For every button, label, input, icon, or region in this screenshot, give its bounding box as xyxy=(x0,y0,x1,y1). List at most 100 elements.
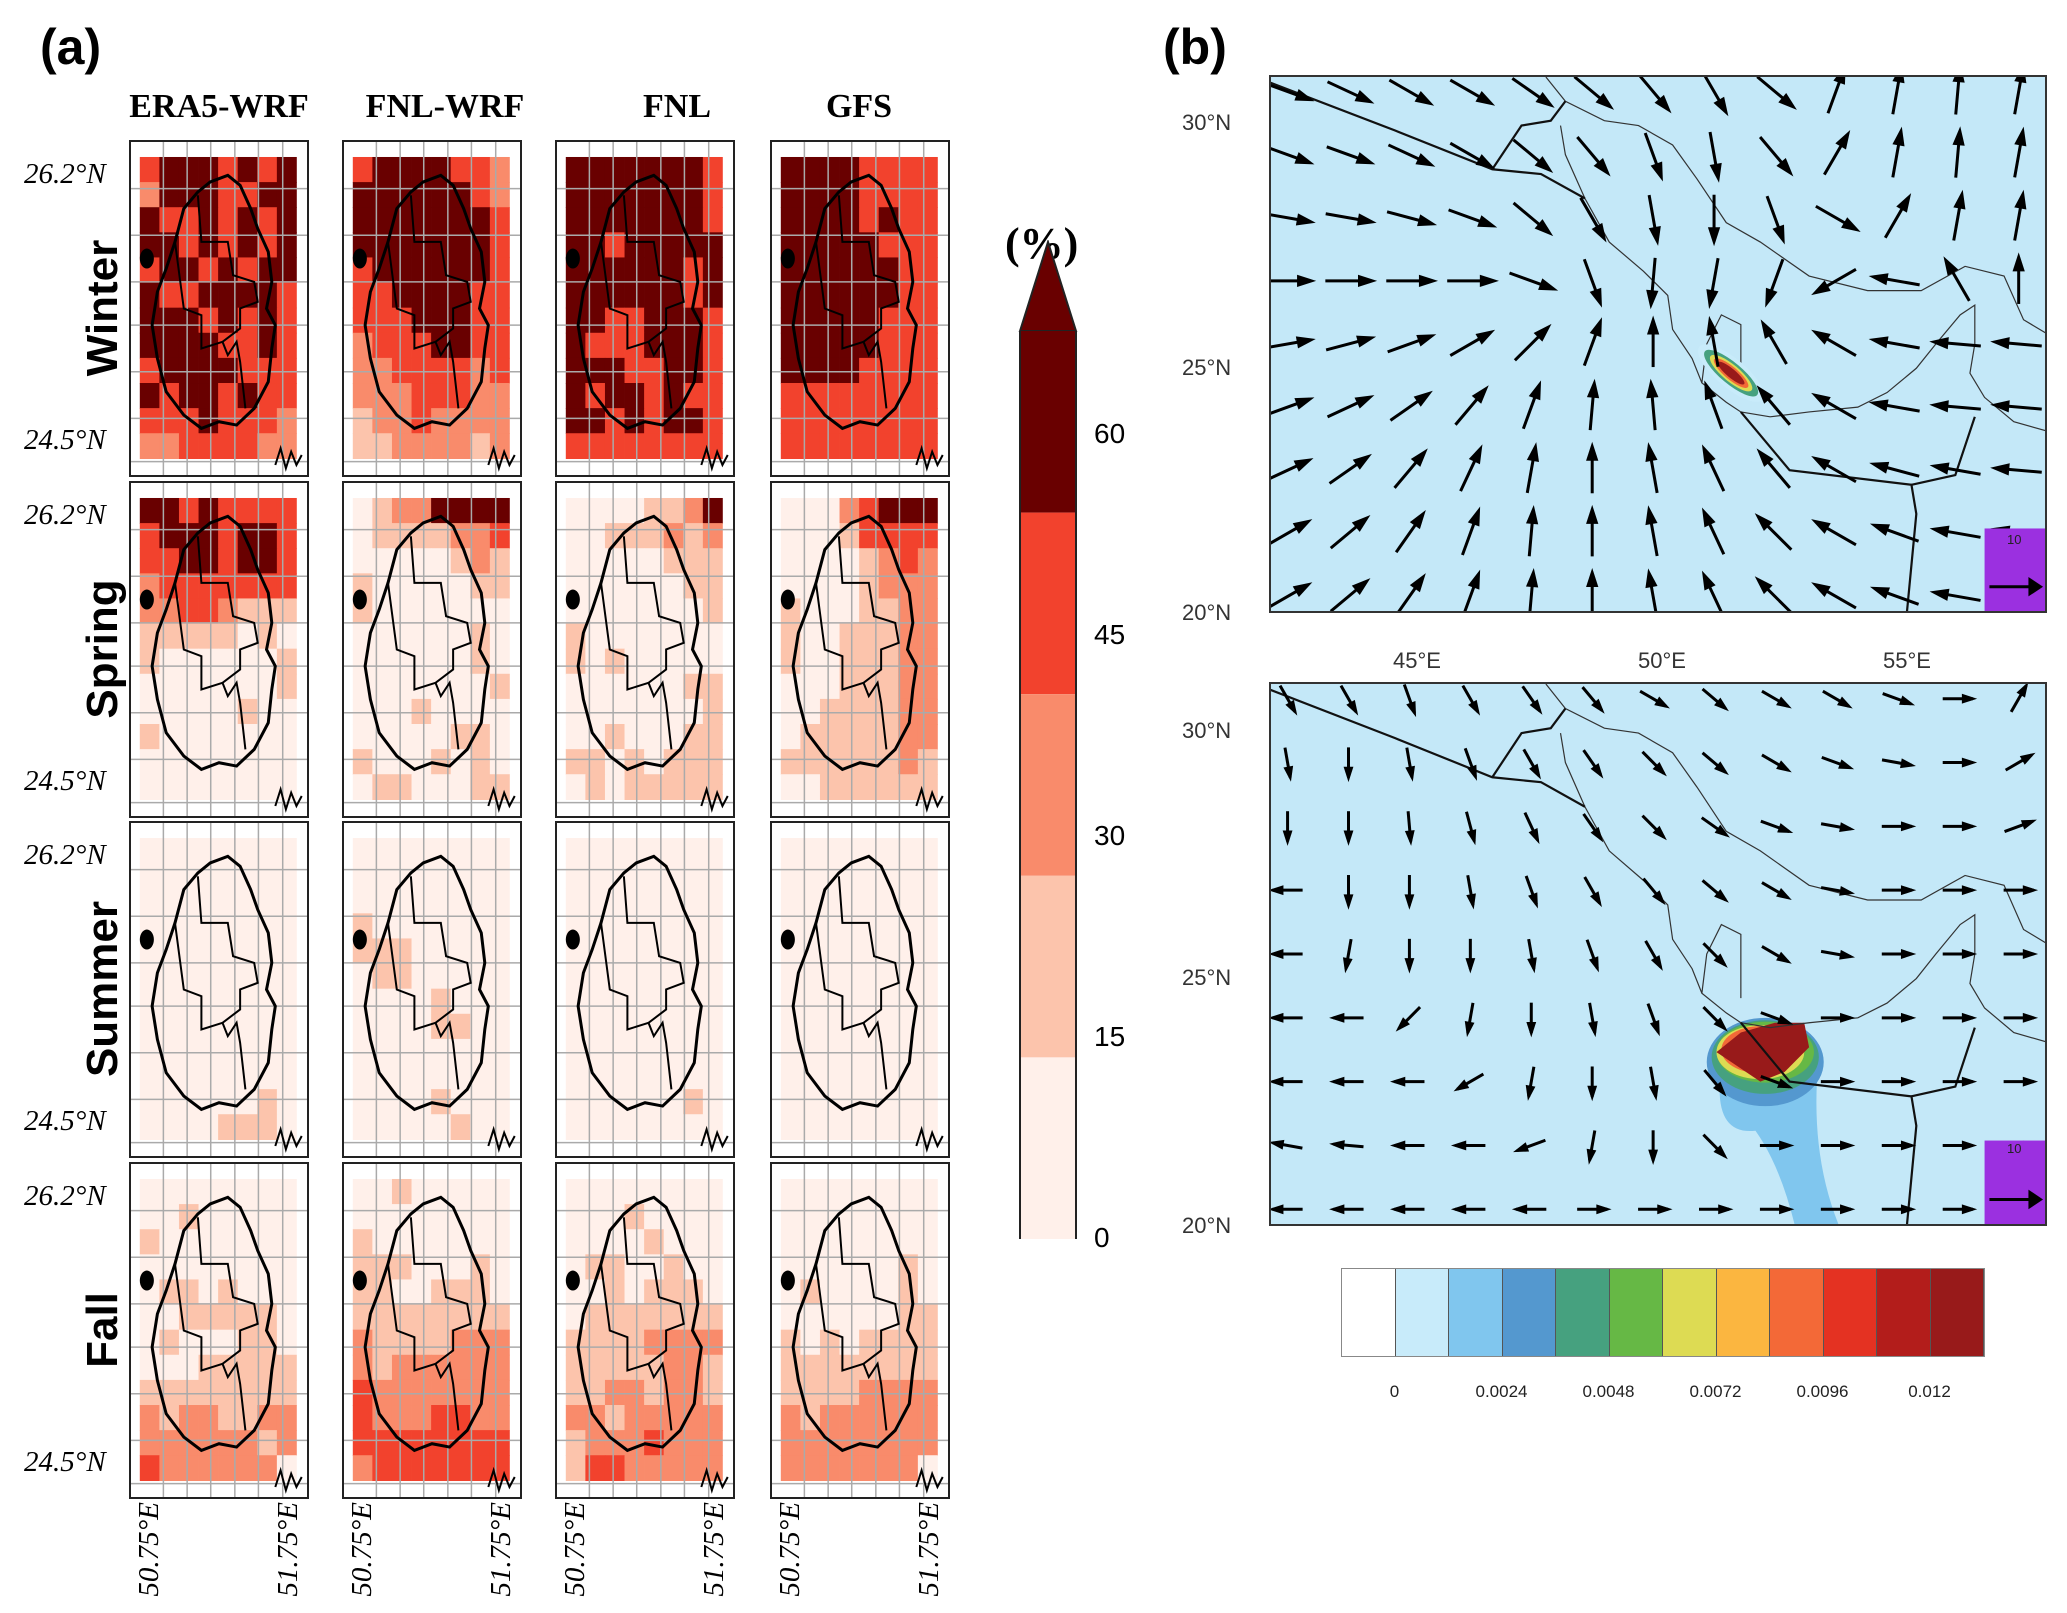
heatmap-cell xyxy=(859,673,880,700)
heatmap-cell xyxy=(839,963,860,990)
qatar-coastline xyxy=(365,1197,488,1450)
wind-vector-arrow xyxy=(1943,1013,1978,1023)
colorbar-bin xyxy=(1663,1269,1717,1356)
municipal-border xyxy=(601,1264,649,1371)
heatmap-cell xyxy=(859,888,880,914)
heatmap-cell xyxy=(489,573,510,600)
heatmap-cell xyxy=(859,408,880,434)
wind-vector-arrow xyxy=(1929,400,1981,412)
heatmap-cell xyxy=(411,1430,432,1456)
heatmap-cell xyxy=(489,648,510,675)
heatmap-cell xyxy=(624,307,645,334)
heatmap-cell xyxy=(624,232,645,259)
heatmap-cell xyxy=(276,156,297,183)
colorbar-bin xyxy=(1020,694,1076,876)
heatmap-cell xyxy=(470,698,491,725)
colorbar-overflow-triangle xyxy=(1018,240,1078,332)
wind-vector-arrow xyxy=(1648,1004,1660,1037)
heatmap-cell xyxy=(489,1013,510,1040)
heatmap-cell xyxy=(237,988,258,1015)
heatmap-cell xyxy=(276,433,297,460)
heatmap-cell xyxy=(276,257,297,284)
heatmap-cell xyxy=(218,673,239,700)
heatmap-cell xyxy=(898,988,919,1015)
heatmap-cell xyxy=(352,1089,373,1115)
heatmap-cell xyxy=(391,1354,412,1381)
heatmap-cell xyxy=(878,257,899,284)
heatmap-cell xyxy=(702,698,723,725)
heatmap-cell xyxy=(470,548,491,574)
qatar-coastline xyxy=(793,175,916,428)
heatmap-cell xyxy=(237,1455,258,1482)
heatmap-cell xyxy=(800,1229,821,1255)
heatmap-cell xyxy=(819,673,840,700)
heatmap-cell xyxy=(257,207,278,233)
heatmap-cell xyxy=(663,257,684,284)
heatmap-cell xyxy=(139,1329,160,1356)
colorbar-bin xyxy=(1020,331,1076,513)
heatmap-cell xyxy=(898,1430,919,1456)
heatmap-cell xyxy=(683,623,704,650)
heatmap-cell xyxy=(489,433,510,460)
heatmap-cell xyxy=(391,1013,412,1040)
heatmap-cell xyxy=(585,1204,606,1230)
heatmap-cell xyxy=(839,888,860,914)
heatmap-cell xyxy=(839,433,860,460)
heatmap-cell xyxy=(391,573,412,600)
heatmap-cell xyxy=(198,357,219,384)
heatmap-cell xyxy=(624,1304,645,1331)
coastline xyxy=(275,1129,301,1149)
heatmap-cell xyxy=(878,156,899,183)
heatmap-cell xyxy=(624,598,645,625)
heatmap-cell xyxy=(218,1013,239,1040)
heatmap-cell xyxy=(800,1379,821,1406)
heatmap-cell xyxy=(644,282,665,309)
heatmap-cell xyxy=(450,1254,471,1281)
heatmap-cell xyxy=(819,988,840,1015)
heatmap-cell xyxy=(450,1455,471,1482)
heatmap-cell xyxy=(917,888,938,914)
heatmap-cell xyxy=(819,156,840,183)
heatmap-cell xyxy=(859,207,880,233)
wind-vector-arrow xyxy=(1271,1077,1303,1087)
concentration-contour xyxy=(1698,344,1765,402)
wind-vector-arrow xyxy=(1761,1013,1793,1025)
heatmap-cell xyxy=(565,724,586,750)
heatmap-cell xyxy=(178,963,199,990)
lat-label: 26.2°N xyxy=(24,158,106,190)
heatmap-cell xyxy=(878,1329,899,1356)
wind-vector-arrow xyxy=(1703,689,1729,711)
heatmap-cell xyxy=(139,182,160,208)
heatmap-cell xyxy=(819,1354,840,1381)
heatmap-cell xyxy=(663,1178,684,1205)
heatmap-cell xyxy=(450,938,471,965)
heatmap-cell xyxy=(898,863,919,889)
heatmap-cell xyxy=(257,774,278,801)
heatmap-cell xyxy=(372,357,393,384)
heatmap-cell xyxy=(780,698,801,725)
wind-vector-arrow xyxy=(1271,275,1317,287)
colorbar-bin xyxy=(1877,1269,1931,1356)
heatmap-cell xyxy=(683,1229,704,1255)
heatmap-cell xyxy=(604,938,625,965)
heatmap-cell xyxy=(237,1114,258,1141)
heatmap-cell xyxy=(431,1089,452,1115)
heatmap-cell xyxy=(859,257,880,284)
heatmap-cell xyxy=(917,963,938,990)
heatmap-cell xyxy=(391,648,412,675)
heatmap-cell xyxy=(683,282,704,309)
heatmap-cell xyxy=(198,307,219,334)
municipal-border xyxy=(601,923,649,1030)
heatmap-cell xyxy=(178,1114,199,1141)
heatmap-cell xyxy=(276,282,297,309)
heatmap-cell xyxy=(819,1038,840,1065)
coastline xyxy=(1546,684,2045,944)
heatmap-cell xyxy=(352,648,373,675)
heatmap-cell xyxy=(352,1455,373,1482)
municipal-border xyxy=(839,876,899,1089)
wind-vector-arrow xyxy=(1271,885,1303,895)
wind-vector-arrow xyxy=(1574,77,1614,110)
heatmap-cell xyxy=(198,1204,219,1230)
heatmap-cell xyxy=(819,257,840,284)
heatmap-cell xyxy=(859,1229,880,1255)
